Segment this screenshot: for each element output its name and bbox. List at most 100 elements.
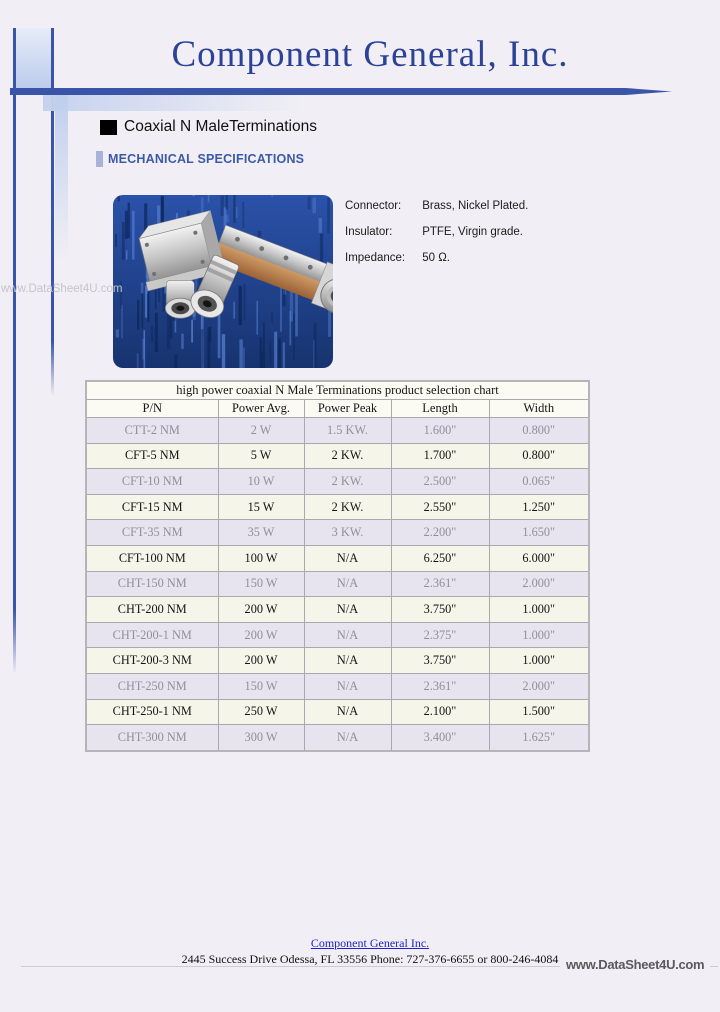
- table-title: high power coaxial N Male Terminations p…: [85, 380, 590, 400]
- product-photo-svg: [113, 195, 333, 368]
- table-cell: CHT-200-3 NM: [85, 647, 219, 674]
- watermark-bottom: www.DataSheet4U.com: [560, 957, 711, 972]
- table-cell: CTT-2 NM: [85, 417, 219, 444]
- table-cell: 2.361": [390, 570, 490, 598]
- n-male-connector: [190, 254, 240, 318]
- table-cell: CFT-15 NM: [85, 493, 219, 521]
- table-cell: N/A: [303, 570, 392, 598]
- table-cell: 3.750": [390, 647, 490, 674]
- table-column-header: P/N: [85, 399, 219, 418]
- spec-row-insulator: Insulator: PTFE, Virgin grade.: [345, 226, 528, 238]
- table-cell: 10 W: [217, 468, 305, 495]
- table-cell: 2.000": [488, 672, 590, 700]
- product-selection-chart: high power coaxial N Male Terminations p…: [85, 380, 590, 752]
- mechanical-specs-heading: MECHANICAL SPECIFICATIONS: [108, 152, 305, 166]
- table-cell: 1.000": [488, 647, 590, 674]
- footer: Component General Inc. 2445 Success Driv…: [10, 936, 720, 967]
- table-cell: N/A: [303, 698, 392, 726]
- table-cell: 1.700": [390, 442, 490, 470]
- table-cell: 1.625": [488, 724, 590, 752]
- table-cell: N/A: [303, 596, 392, 623]
- header-decoration-vline-left: [13, 28, 16, 674]
- table-cell: CFT-10 NM: [85, 468, 219, 495]
- table-cell: N/A: [303, 724, 392, 752]
- table-cell: CHT-200-1 NM: [85, 621, 219, 649]
- header-rule-glow: [43, 95, 303, 111]
- table-cell: 1.250": [488, 493, 590, 521]
- table-cell: 0.800": [488, 417, 590, 444]
- table-cell: 15 W: [217, 493, 305, 521]
- table-cell: 3.750": [390, 596, 490, 623]
- table-column-header: Length: [390, 399, 490, 418]
- company-title: Component General, Inc.: [171, 34, 569, 75]
- table-column-header: Power Peak: [303, 399, 392, 418]
- table-row: CHT-200 NM 200 W N/A 3.750" 1.000": [85, 596, 590, 623]
- table-cell: 1.600": [390, 417, 490, 444]
- table-cell: 300 W: [217, 724, 305, 752]
- table-cell: 250 W: [217, 698, 305, 726]
- table-cell: N/A: [303, 672, 392, 700]
- table-cell: 200 W: [217, 596, 305, 623]
- table-cell: CFT-100 NM: [85, 544, 219, 572]
- table-cell: 1.5 KW.: [303, 417, 392, 444]
- watermark-left: www.DataSheet4U.com: [1, 283, 123, 295]
- table-cell: 0.065": [488, 468, 590, 495]
- table-cell: 150 W: [217, 672, 305, 700]
- table-cell: 1.000": [488, 621, 590, 649]
- heading-bar-icon: [96, 151, 103, 167]
- flange-termination: [138, 210, 232, 319]
- company-link[interactable]: Component General Inc.: [310, 936, 430, 950]
- mechanical-specs-list: Connector: Brass, Nickel Plated. Insulat…: [345, 200, 528, 278]
- table-cell: 2.361": [390, 672, 490, 700]
- header-vertical-glow: [55, 95, 68, 260]
- table-cell: 1.650": [488, 519, 590, 546]
- table-cell: 2.500": [390, 468, 490, 495]
- table-column-header: Power Avg.: [217, 399, 305, 418]
- table-cell: 2 W: [217, 417, 305, 444]
- table-cell: 2.550": [390, 493, 490, 521]
- document-title: Coaxial N MaleTerminations: [124, 118, 317, 135]
- table-row: CFT-100 NM 100 W N/A 6.250" 6.000": [85, 544, 590, 572]
- table-cell: 2.375": [390, 621, 490, 649]
- spec-label: Impedance:: [345, 252, 406, 264]
- table-cell: 200 W: [217, 621, 305, 649]
- table-cell: N/A: [303, 647, 392, 674]
- table-cell: 2 KW.: [303, 442, 392, 470]
- table-cell: 0.800": [488, 442, 590, 470]
- spec-row-impedance: Impedance: 50 Ω.: [345, 252, 528, 264]
- table-cell: CHT-250 NM: [85, 672, 219, 700]
- table-cell: 1.000": [488, 596, 590, 623]
- table-cell: 6.000": [488, 544, 590, 572]
- table-cell: CHT-300 NM: [85, 724, 219, 752]
- header-decoration-vline-right: [51, 28, 54, 396]
- table-cell: 2.200": [390, 519, 490, 546]
- table-cell: 2 KW.: [303, 468, 392, 495]
- spec-label: Connector:: [345, 200, 402, 212]
- table-cell: 2.000": [488, 570, 590, 598]
- header-decoration-box: [16, 28, 51, 90]
- mechanical-specs-heading-row: MECHANICAL SPECIFICATIONS: [96, 151, 304, 167]
- table-cell: 2 KW.: [303, 493, 392, 521]
- bar-termination: [211, 224, 333, 314]
- product-table: high power coaxial N Male Terminations p…: [85, 380, 590, 752]
- company-address: 2445 Success Drive Odessa, FL 33556 Phon…: [181, 952, 559, 966]
- table-cell: CFT-5 NM: [85, 442, 219, 470]
- table-cell: 1.500": [488, 698, 590, 726]
- table-row: CHT-300 NM 300 W N/A 3.400" 1.625": [85, 724, 590, 752]
- spec-label: Insulator:: [345, 226, 393, 238]
- table-header-row: P/N Power Avg. Power Peak Length Width: [85, 399, 590, 418]
- table-cell: 3.400": [390, 724, 490, 752]
- table-row: CTT-2 NM 2 W 1.5 KW. 1.600" 0.800": [85, 417, 590, 444]
- table-cell: 200 W: [217, 647, 305, 674]
- table-cell: 6.250": [390, 544, 490, 572]
- table-cell: CFT-35 NM: [85, 519, 219, 546]
- product-photo: [113, 195, 333, 368]
- table-cell: 150 W: [217, 570, 305, 598]
- table-row: CHT-200-1 NM 200 W N/A 2.375" 1.000": [85, 621, 590, 649]
- spec-value: 50 Ω.: [422, 252, 450, 264]
- table-cell: 35 W: [217, 519, 305, 546]
